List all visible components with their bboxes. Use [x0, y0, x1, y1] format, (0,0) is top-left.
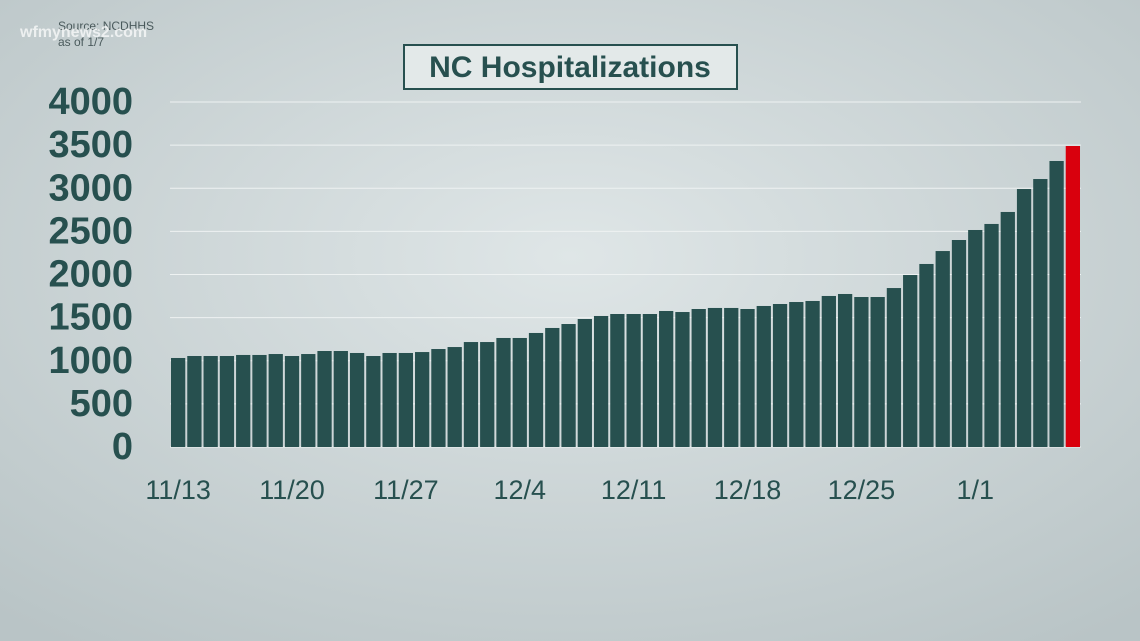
x-tick-label: 11/20 [259, 475, 325, 505]
bar [415, 352, 430, 447]
bar [870, 297, 885, 447]
bar [675, 312, 690, 447]
watermark: wfmynews2.com [19, 24, 147, 41]
y-tick-label: 2500 [48, 210, 133, 252]
x-tick-label: 11/27 [373, 475, 439, 505]
bar [886, 288, 902, 447]
bar [610, 314, 625, 447]
bar [626, 314, 641, 447]
bar [756, 305, 771, 447]
bar [1000, 211, 1015, 447]
bar [805, 300, 820, 447]
bar [951, 240, 967, 447]
bar [935, 251, 950, 447]
bar [919, 263, 934, 447]
bar [268, 354, 283, 447]
y-tick-label: 0 [112, 426, 133, 468]
source: Source: NCDHHS [58, 19, 154, 33]
bar [740, 309, 755, 447]
bar [561, 324, 576, 447]
x-tick-label: 12/25 [828, 475, 896, 505]
bar [854, 297, 869, 447]
y-tick-label: 4000 [48, 81, 133, 123]
bar [772, 303, 788, 447]
title-box [403, 44, 738, 90]
y-tick-label: 3500 [48, 124, 133, 166]
bar [463, 342, 479, 447]
y-tick-label: 3000 [48, 167, 133, 209]
bar [480, 342, 495, 447]
bar [659, 310, 674, 447]
bar [691, 309, 706, 447]
bar [1049, 160, 1064, 447]
bar [724, 307, 739, 447]
bar [301, 354, 316, 447]
bar [349, 352, 365, 447]
bar [252, 354, 267, 447]
bar [187, 356, 202, 447]
bar [431, 349, 446, 447]
bar [447, 347, 462, 447]
y-tick-label: 1500 [48, 297, 133, 339]
bar [577, 319, 592, 447]
bar [398, 352, 414, 447]
bar [366, 356, 381, 447]
bar [317, 351, 332, 447]
bar [821, 295, 836, 447]
bar [284, 356, 300, 447]
bar [545, 327, 560, 447]
bar [236, 354, 251, 447]
x-tick-label: 12/18 [714, 475, 782, 505]
y-tick-label: 2000 [48, 254, 133, 296]
x-tick-label: 11/13 [145, 475, 211, 505]
bar [903, 275, 918, 447]
bar [707, 307, 723, 447]
bar [593, 315, 609, 447]
bar [789, 302, 804, 447]
bar [219, 356, 235, 447]
x-tick-label: 12/4 [493, 475, 546, 505]
bar [171, 357, 186, 447]
bar [642, 314, 658, 447]
bar [512, 337, 527, 447]
chart-title: NC Hospitalizations [429, 51, 711, 84]
x-tick-label: 1/1 [956, 475, 994, 505]
x-tick-label: 12/11 [601, 475, 667, 505]
bar [984, 223, 999, 447]
bar [382, 352, 397, 447]
bar [968, 229, 983, 447]
bar [528, 332, 544, 447]
bar [496, 337, 511, 447]
bar [1016, 189, 1032, 447]
y-tick-label: 500 [70, 383, 133, 425]
note: as of 1/7 [58, 35, 104, 49]
bar [203, 356, 218, 447]
bar [1065, 145, 1080, 448]
bar [1033, 179, 1048, 448]
bar [837, 293, 853, 447]
bar [333, 351, 348, 447]
y-tick-label: 1000 [48, 340, 133, 382]
